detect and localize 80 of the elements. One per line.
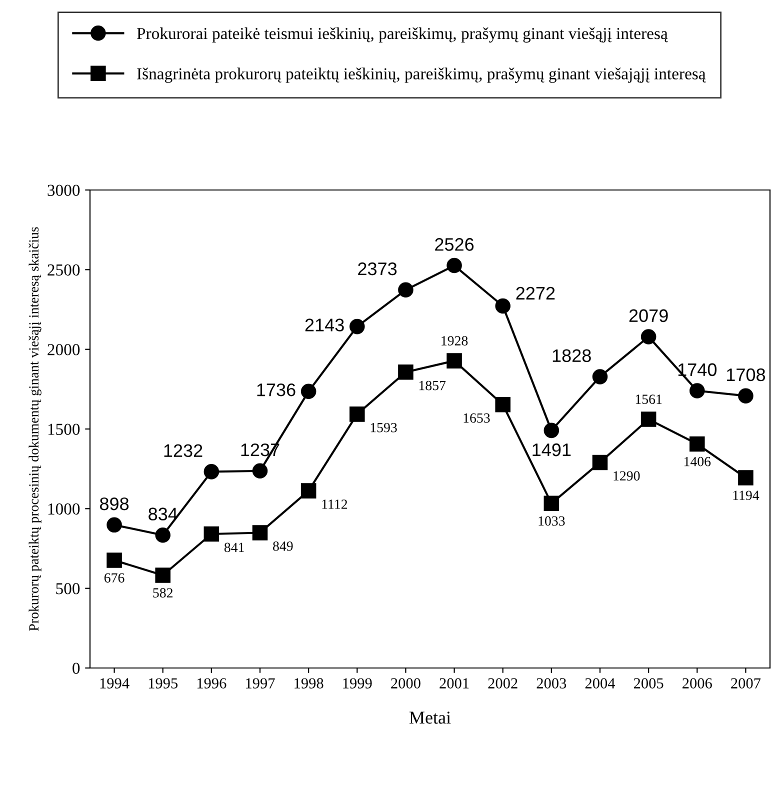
x-tick-label: 2004 [585,678,616,688]
y-tick-label: 2000 [48,344,80,356]
point [640,412,656,427]
point [690,436,705,452]
point [204,526,220,542]
data-label: 1290 [614,471,640,481]
data-label: 2373 [358,262,397,276]
point [446,353,462,368]
x-tick-label: 1994 [100,678,130,688]
data-label: 1491 [532,443,571,456]
x-tick-label: 2006 [682,678,712,688]
point [155,527,170,543]
data-label: 1828 [552,349,591,362]
point [592,369,608,384]
data-label: 2272 [516,286,555,300]
data-label: 1928 [442,336,468,346]
data-label: 849 [273,541,293,551]
x-tick-label: 2007 [731,678,761,688]
y-tick-label: 1500 [48,424,80,435]
x-tick-label: 2002 [488,678,518,688]
data-label: 834 [148,508,178,520]
point [690,383,705,398]
x-tick-label: 1996 [197,678,226,688]
point [252,463,268,479]
point [592,454,608,470]
data-label: 676 [104,573,124,583]
data-label: 2526 [435,238,474,251]
data-label: 1740 [678,363,717,376]
data-label: 1653 [464,413,490,423]
point [350,318,365,334]
data-label: 582 [153,588,173,598]
data-label: 898 [100,497,129,510]
y-tick-label: 0 [72,662,80,674]
data-label: 2143 [305,318,344,332]
point [446,258,462,274]
point [738,470,754,486]
data-label: 1708 [727,368,766,382]
data-label: 1033 [538,516,565,526]
point [300,384,316,400]
y-tick-label: 3000 [48,184,80,196]
point [155,568,170,583]
point [544,422,560,438]
point [350,406,365,422]
x-tick-label: 2000 [391,678,420,688]
point [106,517,122,533]
point [738,388,754,404]
data-label: 841 [224,542,244,552]
data-label: 1857 [419,380,446,390]
x-tick-label: 1997 [246,678,275,688]
data-label: 1593 [370,422,397,432]
data-label: 1112 [322,500,348,509]
point [640,329,656,344]
point [204,464,220,480]
x-tick-label: 2005 [634,678,664,688]
data-label: 1194 [733,490,760,500]
point [544,496,560,512]
point [398,282,414,298]
y-tick-label: 1000 [48,503,80,515]
x-tick-label: 1998 [294,678,324,688]
point [252,525,268,540]
point [106,552,122,568]
point [495,298,510,314]
y-tick-label: 2500 [48,264,80,276]
x-tick-label: 1999 [343,678,372,688]
legend-label: Prokurorai pateikė teismui ieškinių, pareiškimų, prašymų ginant viešąjį interesą [136,27,668,43]
data-label: 1232 [164,444,202,458]
x-tick-label: 2001 [440,678,469,688]
point [398,364,414,380]
y-tick-label: 500 [56,583,80,594]
data-label: 1561 [636,394,662,404]
data-label: 1406 [684,456,711,466]
legend-label: Išnagrinėta prokurorų pateiktų ieškinių, pareiškimų, prašymų ginant viešająjį interesą [137,68,706,83]
point [300,483,316,498]
point [495,396,510,412]
x-tick-label: 1995 [148,678,178,688]
y-axis-title: Prokurorų pateiktų procesinių dokumentų ginant viešąjį interesą skaičius [28,227,42,631]
x-tick-label: 2003 [536,678,566,688]
data-label: 1736 [257,383,296,396]
x-axis-title: Metai [409,712,451,724]
data-label: 2079 [629,309,668,322]
